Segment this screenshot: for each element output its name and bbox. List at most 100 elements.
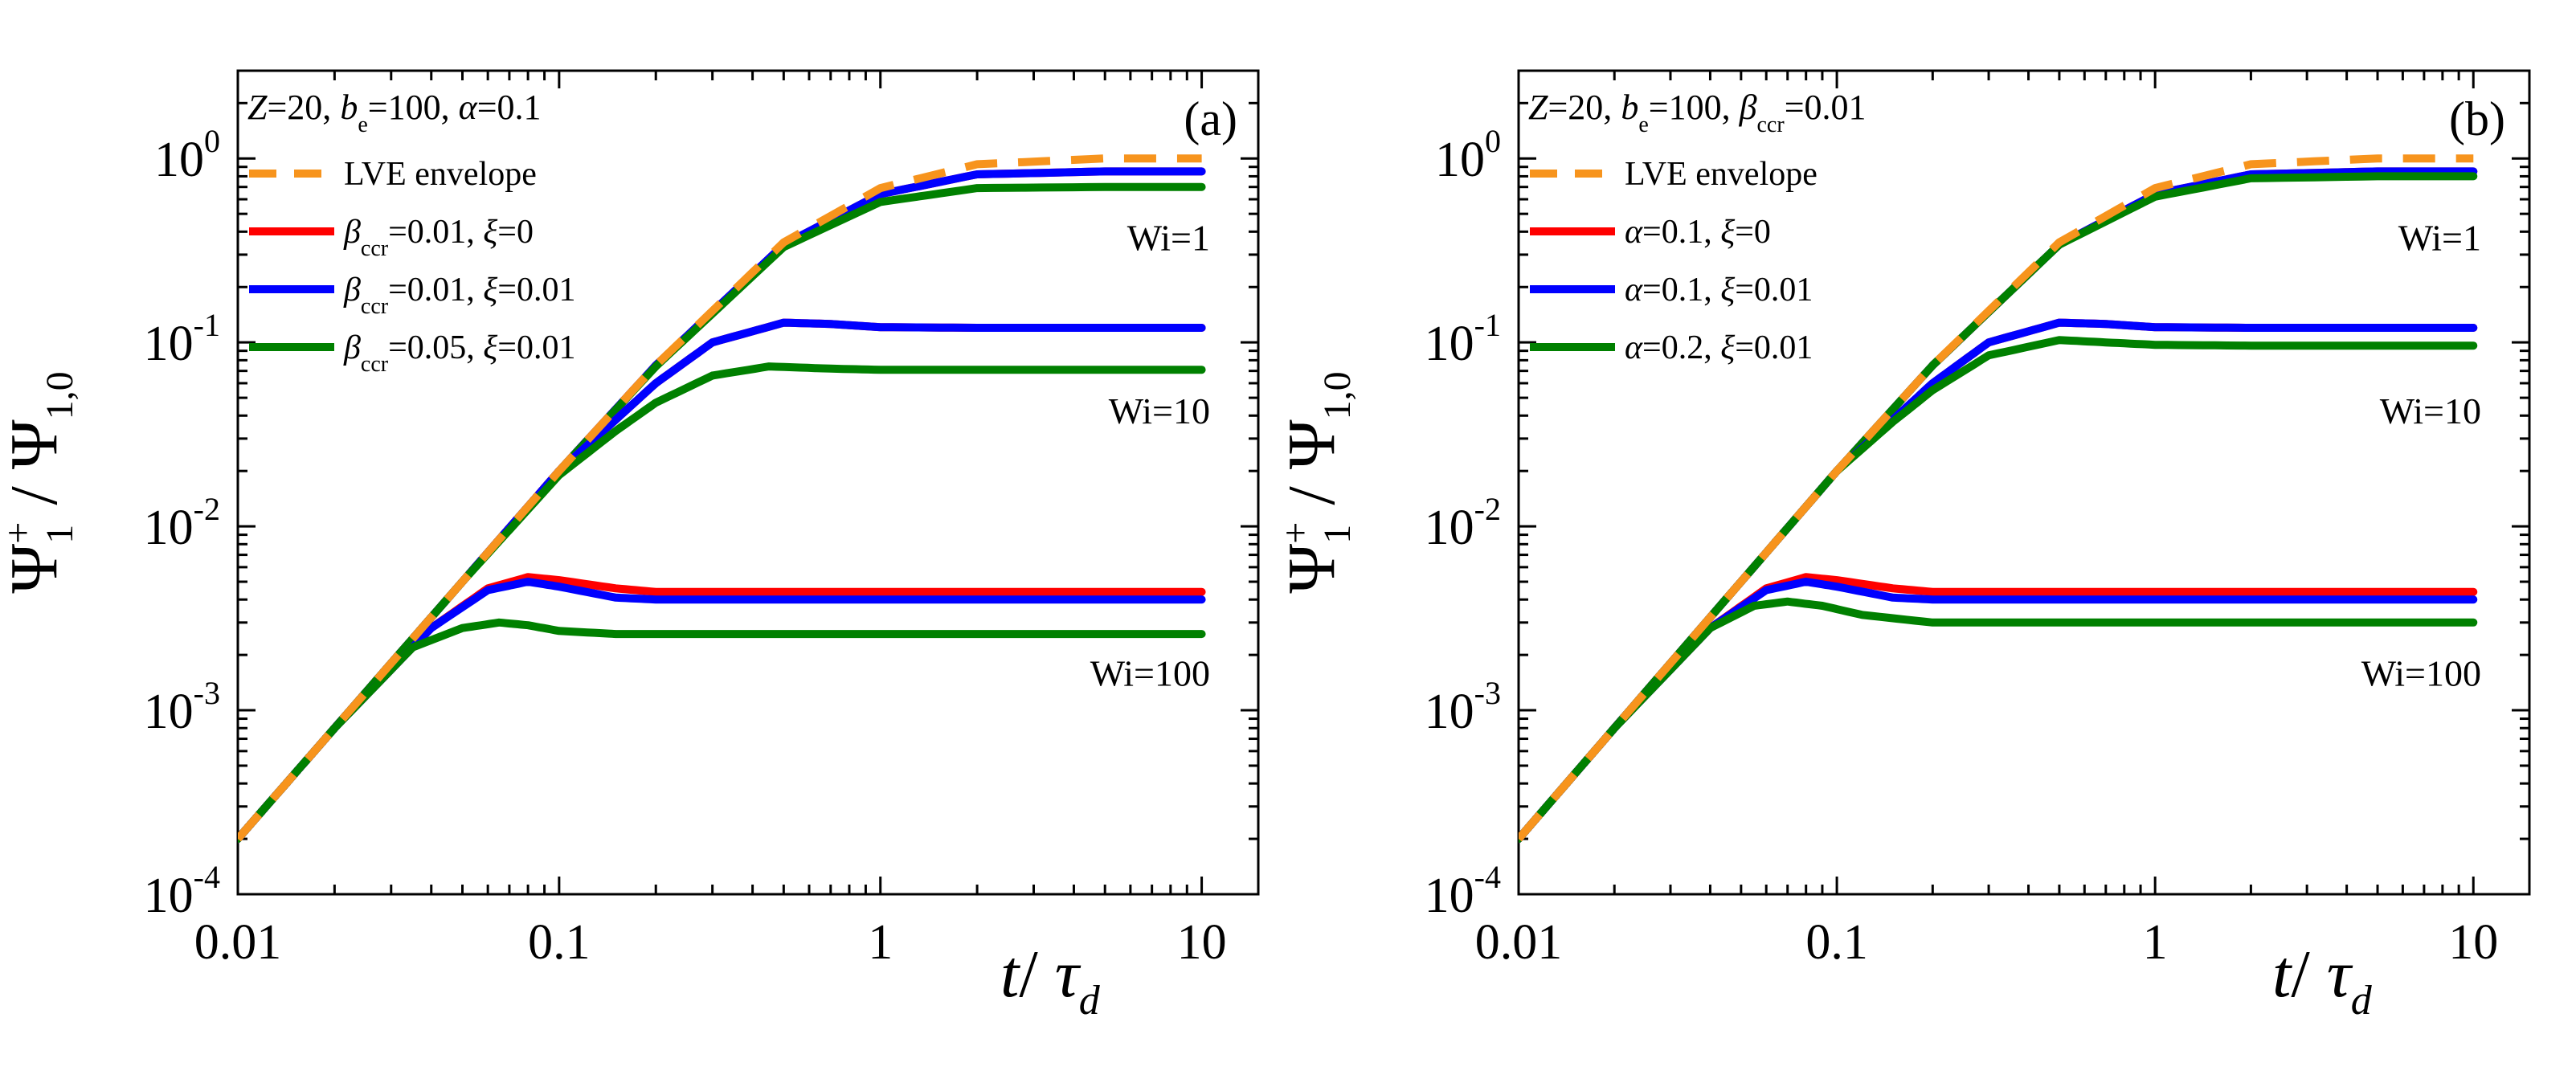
text-span: =0.01 <box>1785 88 1867 127</box>
tick-base: 10 <box>154 133 204 187</box>
series-line <box>238 182 1206 844</box>
x-title-tau: τ <box>2327 937 2353 1012</box>
series-line <box>238 573 1206 844</box>
series-line <box>1519 336 2478 844</box>
text-span: LVE envelope <box>344 156 537 193</box>
tick-exponent: 0 <box>1485 123 1501 159</box>
psi-symbol: Ψ <box>1274 544 1349 594</box>
y-tick-label: 10-1 <box>1425 307 1501 371</box>
text-span: =0.1, <box>1642 272 1720 309</box>
x-tick-label: 10 <box>1177 915 1227 970</box>
tick-base: 10 <box>144 501 194 555</box>
y-axis-title: Ψ1+ / Ψ1,0 <box>1274 371 1359 593</box>
b-symbol: b <box>340 88 358 127</box>
subscript: e <box>358 112 367 137</box>
symbol: Z <box>1528 88 1548 127</box>
x-tick-label: 1 <box>2143 915 2168 970</box>
series-line <box>238 618 1206 844</box>
symbol: α <box>1625 329 1643 366</box>
y-tick-label: 100 <box>1435 123 1501 187</box>
psi-symbol: / Ψ <box>0 419 72 521</box>
text-span: =0 <box>1735 214 1771 251</box>
plot-frame <box>236 69 1260 896</box>
text-span: =0.05, <box>388 329 483 366</box>
series-line <box>238 318 1206 844</box>
symbol: ξ <box>483 214 497 251</box>
tick-exponent: -4 <box>1474 859 1501 895</box>
subscript: ccr <box>361 352 389 377</box>
tick-base: 10 <box>144 685 194 739</box>
symbol: Z <box>247 88 268 127</box>
text-span: =0.1 <box>477 88 542 127</box>
series-line <box>1519 597 2478 844</box>
text-span: =0.2, <box>1642 329 1720 366</box>
legend-label: βccr=0.05, ξ=0.01 <box>343 329 575 377</box>
subscript: ccr <box>361 294 389 319</box>
legend-label: βccr=0.01, ξ=0.01 <box>343 272 575 319</box>
tick-base: 10 <box>144 869 194 923</box>
series-line <box>238 167 1206 844</box>
text-span: LVE envelope <box>1625 156 1818 193</box>
symbol: ξ <box>1720 329 1735 366</box>
legend-label: LVE envelope <box>1625 156 1818 193</box>
symbol: α <box>459 88 478 127</box>
subscript: 1 <box>1316 525 1359 544</box>
tick-base: 10 <box>144 317 194 371</box>
x-tick-label: 0.01 <box>194 915 282 970</box>
series-line <box>238 167 1206 844</box>
x-title-t: t <box>2272 937 2293 1012</box>
text-span: =0.1, <box>1642 214 1720 251</box>
y-tick-label: 10-3 <box>144 675 220 739</box>
symbol: ξ <box>1720 272 1735 309</box>
data-layer <box>238 154 1206 844</box>
subscript: d <box>1079 978 1101 1024</box>
wi-annotation: Wi=100 <box>2361 653 2481 694</box>
psi-symbol: Ψ <box>0 544 72 594</box>
tick-exponent: -2 <box>1474 491 1501 527</box>
y-tick-label: 100 <box>154 123 220 187</box>
subscript: ccr <box>361 236 389 261</box>
series-line <box>1519 318 2478 844</box>
text-span: =0.01 <box>1735 272 1813 309</box>
series-line <box>1519 573 2478 844</box>
series-line <box>1519 318 2478 844</box>
x-title-slash: / <box>2291 937 2326 1012</box>
legend-label: α=0.1, ξ=0.01 <box>1625 272 1813 309</box>
tick-base: 10 <box>1425 869 1474 923</box>
subscript: e <box>1638 112 1648 137</box>
symbol: ξ <box>1720 214 1735 251</box>
x-axis-title: t/ τd <box>2272 937 2373 1024</box>
tick-exponent: -2 <box>194 491 220 527</box>
tick-base: 10 <box>1425 317 1474 371</box>
y-tick-label: 10-2 <box>144 491 220 555</box>
wi-annotation: Wi=100 <box>1090 653 1210 694</box>
legend-label: α=0.1, ξ=0 <box>1625 214 1771 251</box>
wi-annotation: Wi=1 <box>2398 217 2481 258</box>
tick-exponent: -1 <box>1474 307 1501 343</box>
x-axis-title: t/ τd <box>1000 937 1101 1024</box>
text-span: =0 <box>497 214 534 251</box>
legend-label: LVE envelope <box>344 156 537 193</box>
psi-symbol: / Ψ <box>1274 419 1349 521</box>
series-line <box>238 318 1206 844</box>
series-line <box>238 578 1206 844</box>
data-layer <box>1519 154 2478 844</box>
series-line <box>238 154 1202 842</box>
y-tick-label: 10-2 <box>1425 491 1501 555</box>
text-span: =0.01 <box>497 329 575 366</box>
series-line <box>238 362 1206 844</box>
beta-symbol: β <box>343 272 361 309</box>
plot-frame <box>1517 69 2531 896</box>
panel-tag: (a) <box>1184 92 1237 145</box>
superscript: + <box>0 522 39 544</box>
tick-base: 10 <box>1425 685 1474 739</box>
subscript: 1,0 <box>1316 371 1359 419</box>
text-span: =0.01, <box>388 214 483 251</box>
y-tick-label: 10-3 <box>1425 675 1501 739</box>
tick-exponent: 0 <box>204 123 220 159</box>
x-title-t: t <box>1000 937 1021 1012</box>
text-span: =20, <box>267 88 340 127</box>
y-tick-label: 10-1 <box>144 307 220 371</box>
